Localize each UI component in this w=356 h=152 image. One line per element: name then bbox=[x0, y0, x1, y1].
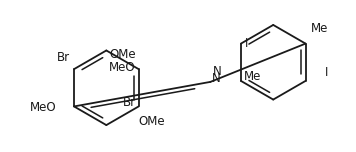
Text: Me: Me bbox=[244, 70, 261, 83]
Text: I: I bbox=[245, 37, 248, 50]
Text: Br: Br bbox=[122, 96, 136, 109]
Text: OMe: OMe bbox=[109, 48, 136, 60]
Text: MeO: MeO bbox=[109, 61, 136, 74]
Text: I: I bbox=[325, 66, 329, 79]
Text: MeO: MeO bbox=[30, 101, 56, 114]
Text: N: N bbox=[213, 65, 222, 78]
Text: OMe: OMe bbox=[139, 115, 165, 128]
Text: Br: Br bbox=[57, 51, 70, 64]
Text: Me: Me bbox=[310, 22, 328, 35]
Text: N: N bbox=[213, 72, 221, 85]
